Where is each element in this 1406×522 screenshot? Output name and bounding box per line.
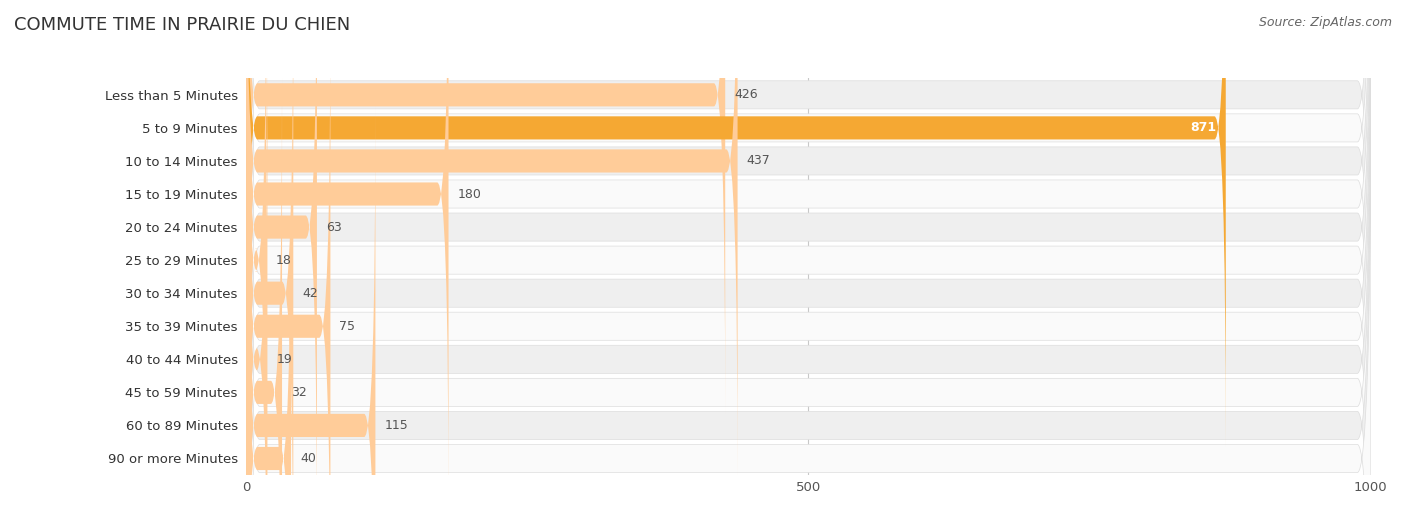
FancyBboxPatch shape	[246, 74, 283, 522]
FancyBboxPatch shape	[246, 0, 1371, 522]
FancyBboxPatch shape	[246, 106, 375, 522]
FancyBboxPatch shape	[246, 0, 1226, 447]
Text: 426: 426	[734, 88, 758, 101]
FancyBboxPatch shape	[246, 0, 266, 522]
Text: 19: 19	[277, 353, 292, 366]
Text: Source: ZipAtlas.com: Source: ZipAtlas.com	[1258, 16, 1392, 29]
Text: 871: 871	[1191, 122, 1216, 134]
Text: 437: 437	[747, 155, 770, 168]
FancyBboxPatch shape	[246, 76, 1371, 522]
FancyBboxPatch shape	[246, 40, 267, 522]
Text: 75: 75	[339, 320, 356, 333]
FancyBboxPatch shape	[246, 0, 1371, 522]
FancyBboxPatch shape	[246, 0, 1371, 522]
FancyBboxPatch shape	[246, 0, 1371, 522]
FancyBboxPatch shape	[246, 0, 1371, 522]
Text: 32: 32	[291, 386, 307, 399]
FancyBboxPatch shape	[246, 7, 330, 522]
FancyBboxPatch shape	[246, 0, 1371, 522]
FancyBboxPatch shape	[246, 0, 294, 522]
FancyBboxPatch shape	[246, 10, 1371, 522]
FancyBboxPatch shape	[246, 0, 725, 414]
Text: 40: 40	[299, 452, 316, 465]
FancyBboxPatch shape	[246, 139, 291, 522]
FancyBboxPatch shape	[246, 0, 1371, 522]
Text: 115: 115	[384, 419, 408, 432]
FancyBboxPatch shape	[246, 0, 738, 480]
Text: 18: 18	[276, 254, 291, 267]
FancyBboxPatch shape	[246, 0, 316, 522]
FancyBboxPatch shape	[246, 0, 449, 513]
Text: COMMUTE TIME IN PRAIRIE DU CHIEN: COMMUTE TIME IN PRAIRIE DU CHIEN	[14, 16, 350, 33]
FancyBboxPatch shape	[246, 0, 1371, 478]
FancyBboxPatch shape	[246, 43, 1371, 522]
Text: 180: 180	[457, 187, 481, 200]
FancyBboxPatch shape	[246, 0, 1371, 511]
Text: 42: 42	[302, 287, 318, 300]
Text: 63: 63	[326, 221, 342, 233]
